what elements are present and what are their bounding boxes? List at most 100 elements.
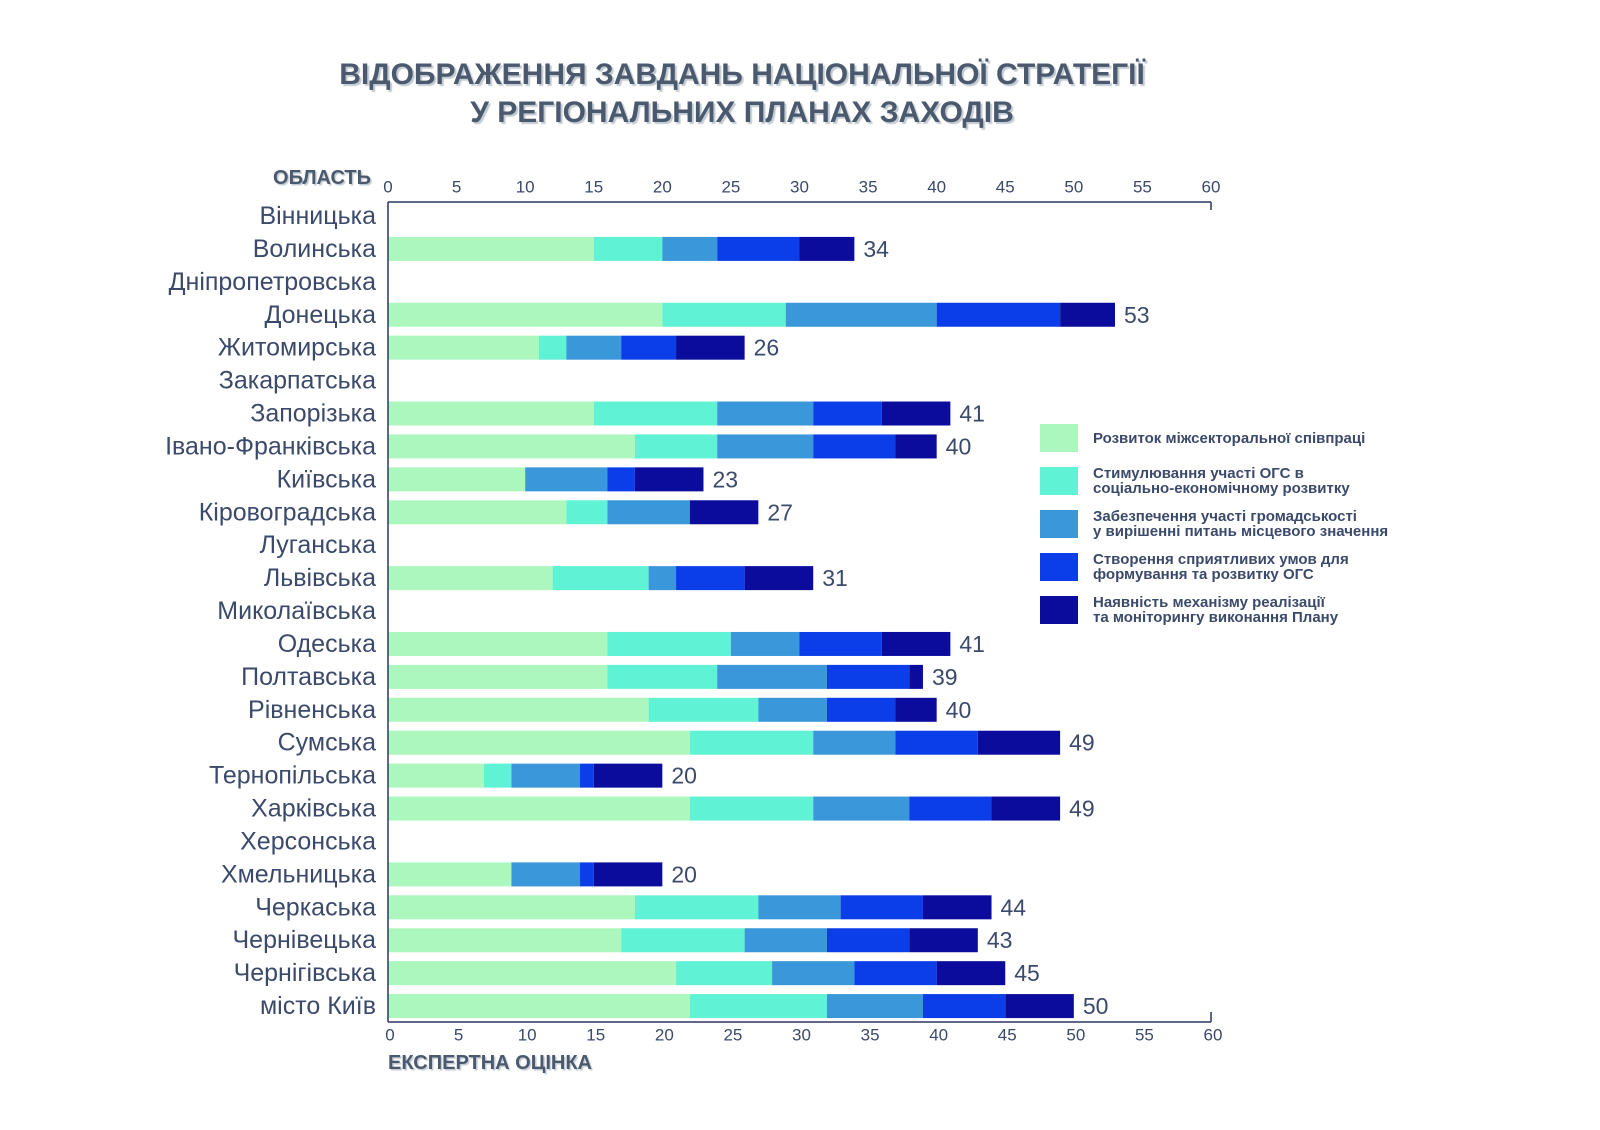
legend-item-2: Стимулювання участі ОГС в соціально-екон… xyxy=(1040,466,1388,496)
legend-label-5: Наявність механізму реалізації та моніто… xyxy=(1093,594,1339,626)
bar-segment-6-3 xyxy=(717,401,814,426)
bar-segment-21-5 xyxy=(922,895,992,920)
bar-segment-6-4 xyxy=(813,401,882,426)
category-label-12: Миколаївська xyxy=(217,597,376,625)
x-tick-label-bottom-10: 10 xyxy=(518,1026,537,1045)
total-label-14: 39 xyxy=(932,664,958,690)
x-tick-label-bottom-30: 30 xyxy=(792,1026,811,1045)
bar-segment-17-5 xyxy=(593,763,663,788)
bar-segment-3-2 xyxy=(662,302,786,327)
bar-segment-8-1 xyxy=(388,467,526,492)
total-label-13: 41 xyxy=(959,631,985,657)
x-tick-label-top-20: 20 xyxy=(653,178,672,197)
bar-segment-7-5 xyxy=(895,434,937,459)
legend: Розвиток міжсекторальної співпраці Стиму… xyxy=(1040,423,1388,625)
category-label-7: Івано-Франківська xyxy=(165,432,376,460)
bar-segment-6-2 xyxy=(593,401,718,426)
category-label-8: Київська xyxy=(277,465,376,493)
bar-segment-23-5 xyxy=(936,961,1006,986)
x-tick-label-bottom-55: 55 xyxy=(1135,1026,1154,1045)
category-label-1: Волинська xyxy=(253,235,376,263)
bar-segment-22-4 xyxy=(826,928,910,953)
x-tick-label-top-15: 15 xyxy=(584,178,603,197)
category-label-11: Львівська xyxy=(264,564,376,592)
bar-segment-3-5 xyxy=(1060,302,1115,327)
category-label-22: Чернівецька xyxy=(233,926,377,954)
x-tick-label-top-60: 60 xyxy=(1202,178,1221,197)
total-label-21: 44 xyxy=(1001,894,1027,920)
bar-segment-22-2 xyxy=(621,928,745,953)
bar-segment-18-5 xyxy=(991,796,1061,821)
total-label-24: 50 xyxy=(1083,993,1109,1019)
category-label-3: Донецька xyxy=(264,301,376,329)
bar-segment-9-2 xyxy=(566,500,608,525)
legend-label-2: Стимулювання участі ОГС в соціально-екон… xyxy=(1093,465,1350,497)
bar-segment-16-2 xyxy=(689,730,814,755)
category-label-23: Чернігівська xyxy=(234,959,377,987)
bar-segment-17-4 xyxy=(580,763,594,788)
bar-segment-13-1 xyxy=(388,631,608,656)
category-label-24: місто Київ xyxy=(260,992,376,1020)
bar-segment-13-2 xyxy=(607,631,731,656)
bar-segment-13-4 xyxy=(799,631,882,656)
legend-swatch-1 xyxy=(1040,424,1078,452)
x-tick-label-top-35: 35 xyxy=(859,178,878,197)
bar-segment-1-2 xyxy=(593,236,663,261)
bar-segment-1-5 xyxy=(799,236,855,261)
bar-segment-7-3 xyxy=(717,434,814,459)
bar-segment-4-1 xyxy=(388,335,539,360)
x-tick-label-bottom-50: 50 xyxy=(1066,1026,1085,1045)
category-label-21: Черкаська xyxy=(255,893,376,921)
bar-segment-4-5 xyxy=(676,335,745,360)
bar-segment-14-4 xyxy=(826,664,910,689)
bar-segment-20-4 xyxy=(580,862,594,887)
chart-title: ВІДОБРАЖЕННЯ ЗАВДАНЬ НАЦІОНАЛЬНОЇ СТРАТЕ… xyxy=(0,56,1484,132)
bar-segment-9-3 xyxy=(607,500,690,525)
legend-item-3: Забезпечення участі громадськості у вирі… xyxy=(1040,509,1388,539)
bar-segment-23-4 xyxy=(854,961,937,986)
x-tick-label-top-10: 10 xyxy=(516,178,535,197)
bar-segment-21-3 xyxy=(758,895,841,920)
category-label-14: Полтавська xyxy=(241,663,376,691)
category-label-17: Тернопільська xyxy=(209,762,376,790)
total-label-6: 41 xyxy=(959,401,985,427)
bar-segment-8-4 xyxy=(607,467,635,492)
total-label-1: 34 xyxy=(863,236,889,262)
legend-label-3: Забезпечення участі громадськості у вирі… xyxy=(1093,508,1389,540)
x-tick-label-bottom-20: 20 xyxy=(655,1026,674,1045)
x-tick-label-top-45: 45 xyxy=(996,178,1015,197)
x-tick-label-top-50: 50 xyxy=(1064,178,1083,197)
bar-segment-11-4 xyxy=(676,566,745,591)
category-label-15: Рівненська xyxy=(248,696,376,724)
total-label-23: 45 xyxy=(1014,960,1040,986)
bar-segment-24-3 xyxy=(826,994,923,1019)
bar-segment-6-5 xyxy=(881,401,951,426)
bar-segment-23-2 xyxy=(676,961,773,986)
x-tick-label-top-5: 5 xyxy=(452,178,461,197)
bar-segment-11-5 xyxy=(744,566,814,591)
total-label-7: 40 xyxy=(946,433,972,459)
bar-segment-22-3 xyxy=(744,928,827,953)
legend-label-4: Створення сприятливих умов для формуванн… xyxy=(1093,551,1349,583)
legend-item-5: Наявність механізму реалізації та моніто… xyxy=(1040,595,1388,625)
bar-segment-24-2 xyxy=(689,994,827,1019)
bar-segment-21-1 xyxy=(388,895,635,920)
x-tick-label-bottom-45: 45 xyxy=(998,1026,1017,1045)
bar-segment-21-4 xyxy=(840,895,923,920)
total-label-15: 40 xyxy=(946,697,972,723)
chart-title-line-1: ВІДОБРАЖЕННЯ ЗАВДАНЬ НАЦІОНАЛЬНОЇ СТРАТЕ… xyxy=(339,58,1145,91)
category-label-9: Кіровоградська xyxy=(199,498,376,526)
bar-segment-4-2 xyxy=(538,335,567,360)
bar-segment-22-5 xyxy=(909,928,978,953)
bar-segment-1-4 xyxy=(717,236,800,261)
x-tick-label-bottom-0: 0 xyxy=(385,1026,394,1045)
bar-segment-3-1 xyxy=(388,302,663,327)
bar-segment-18-3 xyxy=(813,796,910,821)
category-label-0: Вінницька xyxy=(259,202,376,230)
x-axis-title: ЕКСПЕРТНА ОЦІНКА xyxy=(388,1052,592,1074)
bar-segment-11-1 xyxy=(388,566,553,591)
legend-swatch-2 xyxy=(1040,467,1078,495)
x-tick-label-top-25: 25 xyxy=(721,178,740,197)
y-axis-title: ОБЛАСТЬ xyxy=(273,167,371,189)
